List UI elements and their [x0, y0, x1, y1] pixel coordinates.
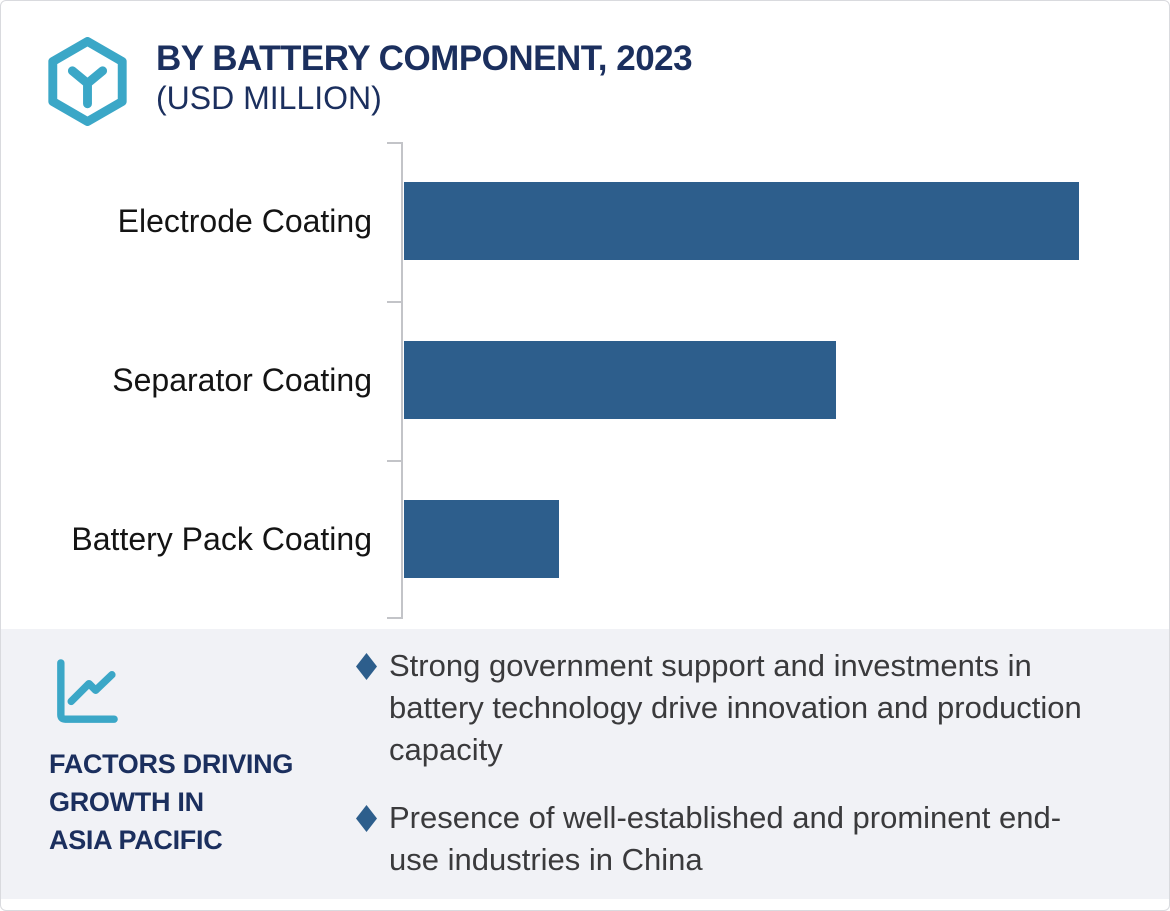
bar-battery-pack-coating — [404, 500, 559, 578]
chart-subtitle: (USD MILLION) — [156, 80, 382, 116]
hexagon-y-logo-icon — [48, 37, 127, 126]
chart-row: Separator Coating — [1, 301, 1169, 460]
chart-row: Electrode Coating — [1, 142, 1169, 301]
category-label: Electrode Coating — [117, 203, 372, 239]
title-block: BY BATTERY COMPONENT, 2023 (USD MILLION) — [156, 39, 693, 117]
diamond-bullet-icon — [356, 653, 377, 680]
axis-tick — [387, 617, 403, 619]
factors-heading: FACTORS DRIVING GROWTH IN ASIA PACIFIC — [49, 745, 293, 859]
chart-row: Battery Pack Coating — [1, 460, 1169, 619]
bar-chart: Electrode Coating Separator Coating Batter… — [1, 142, 1169, 619]
bar-electrode-coating — [404, 182, 1079, 260]
header: BY BATTERY COMPONENT, 2023 (USD MILLION) — [1, 1, 1169, 131]
factors-heading-line: FACTORS DRIVING — [49, 749, 294, 779]
diamond-bullet-icon — [356, 805, 377, 832]
y-axis-line — [401, 142, 403, 619]
factors-panel: FACTORS DRIVING GROWTH IN ASIA PACIFIC Str… — [1, 629, 1169, 899]
category-label: Battery Pack Coating — [71, 521, 372, 557]
bar-separator-coating — [404, 341, 836, 419]
line-chart-icon — [57, 659, 118, 723]
axis-tick — [387, 301, 403, 303]
factor-bullet-text: Presence of well-established and promine… — [389, 800, 1062, 877]
factor-bullet: Strong government support and investment… — [356, 645, 1089, 771]
factors-bullet-list: Strong government support and investment… — [356, 645, 1089, 881]
axis-tick — [387, 460, 403, 462]
factor-bullet: Presence of well-established and promine… — [356, 797, 1089, 881]
factor-bullet-text: Strong government support and investment… — [389, 648, 1082, 767]
category-label: Separator Coating — [112, 362, 372, 398]
chart-title: BY BATTERY COMPONENT, 2023 — [156, 39, 693, 78]
axis-tick — [387, 142, 403, 144]
factors-heading-line: ASIA PACIFIC — [49, 825, 223, 855]
factors-heading-line: GROWTH IN — [49, 787, 204, 817]
